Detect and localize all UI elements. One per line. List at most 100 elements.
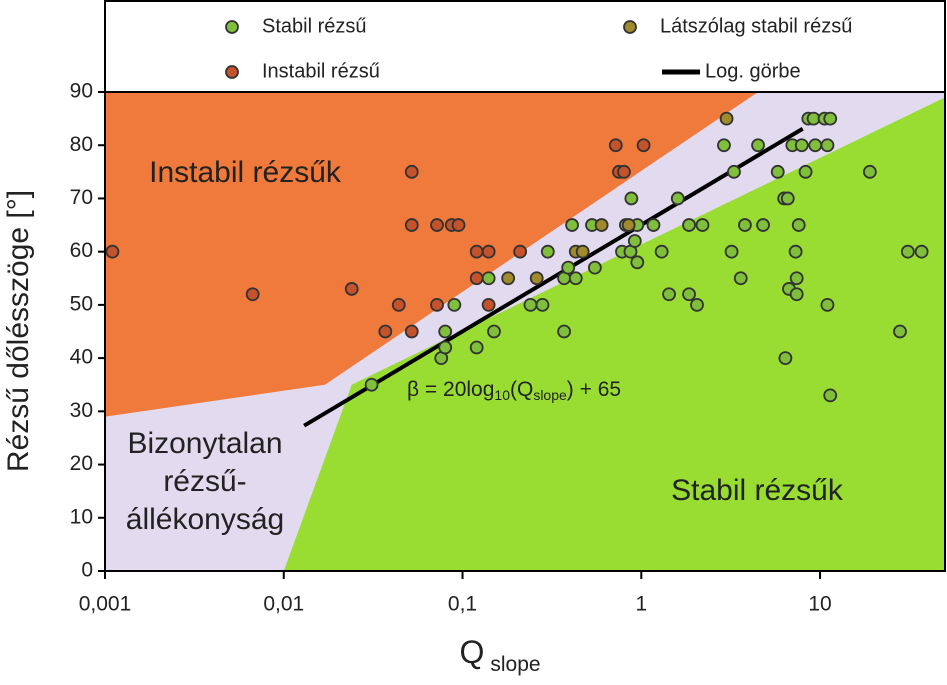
point xyxy=(438,340,453,355)
point xyxy=(557,324,571,339)
point xyxy=(621,218,636,232)
legend-marker xyxy=(225,20,239,34)
point xyxy=(893,324,907,339)
point xyxy=(630,255,645,270)
point xyxy=(695,218,710,232)
equation: β = 20log10(Qslope) + 65 xyxy=(407,378,621,403)
point xyxy=(469,271,484,286)
y-tick-label: 0 xyxy=(81,559,93,582)
point xyxy=(823,388,838,403)
point xyxy=(487,324,501,339)
region-label: Bizonytalan xyxy=(127,427,282,460)
point xyxy=(682,287,696,302)
y-tick-label: 10 xyxy=(70,505,93,528)
point xyxy=(523,297,538,312)
equation-part: ) + 65 xyxy=(567,378,621,401)
region-label: Stabil rézsűk xyxy=(671,474,844,507)
point xyxy=(575,244,590,259)
point xyxy=(751,138,765,153)
point xyxy=(654,244,669,259)
point xyxy=(513,244,528,259)
point xyxy=(391,297,406,312)
point xyxy=(469,244,484,259)
point xyxy=(662,287,676,302)
y-tick-label: 20 xyxy=(70,452,93,475)
point xyxy=(717,138,731,153)
point xyxy=(670,191,685,206)
point xyxy=(820,138,835,153)
point xyxy=(914,244,929,259)
point xyxy=(561,260,576,275)
point xyxy=(344,282,359,296)
point xyxy=(624,191,639,206)
legend-marker xyxy=(225,65,239,79)
point xyxy=(535,297,550,312)
point xyxy=(501,271,516,286)
point xyxy=(245,287,260,302)
region-label: állékonyság xyxy=(126,503,284,536)
x-tick-label: 1 xyxy=(635,593,647,616)
point xyxy=(451,218,466,232)
point xyxy=(780,191,795,206)
point xyxy=(690,297,704,312)
point xyxy=(794,138,809,153)
x-label-sub: slope xyxy=(490,653,540,676)
y-tick-label: 30 xyxy=(70,399,93,422)
point xyxy=(404,324,419,339)
point xyxy=(481,244,496,259)
point xyxy=(900,244,915,259)
point xyxy=(430,297,444,312)
point xyxy=(823,111,838,126)
point xyxy=(778,351,793,366)
legend-box xyxy=(104,0,946,93)
point xyxy=(738,218,752,232)
legend-label: Instabil rézsű xyxy=(262,60,380,82)
point xyxy=(724,244,739,259)
point xyxy=(364,377,379,392)
point xyxy=(587,260,602,275)
equation-part: 10 xyxy=(494,387,510,403)
point xyxy=(469,340,484,355)
point xyxy=(105,244,120,259)
y-tick-label: 90 xyxy=(70,80,93,103)
x-tick-label: 0,1 xyxy=(448,593,477,616)
x-label-main: Q xyxy=(459,634,484,670)
point xyxy=(617,164,631,179)
region xyxy=(105,92,759,417)
point xyxy=(791,218,806,232)
y-tick-label: 80 xyxy=(70,133,93,156)
point xyxy=(646,218,661,232)
point xyxy=(808,138,823,153)
legend-label: Látszólag stabil rézsű xyxy=(660,15,852,37)
point xyxy=(568,271,583,286)
point xyxy=(430,218,444,232)
point xyxy=(727,164,741,179)
point xyxy=(481,271,496,286)
point xyxy=(529,271,544,286)
fit-line xyxy=(303,127,804,428)
point xyxy=(378,324,393,339)
point xyxy=(719,111,734,126)
point xyxy=(540,244,555,259)
point xyxy=(636,138,651,153)
x-tick-label: 10 xyxy=(808,593,831,616)
legend-label: Stabil rézsű xyxy=(262,15,367,37)
point xyxy=(608,138,623,153)
equation-part: β = 20log xyxy=(407,378,494,401)
legend-label: Log. görbe xyxy=(705,60,801,82)
y-tick-label: 50 xyxy=(70,292,93,315)
point xyxy=(789,287,804,302)
region-label: Instabil rézsűk xyxy=(149,156,342,189)
point xyxy=(756,218,770,232)
point xyxy=(798,164,813,179)
legend-marker xyxy=(623,20,637,34)
equation-part: (Q xyxy=(510,378,533,401)
region xyxy=(283,97,945,572)
point xyxy=(682,218,696,232)
point xyxy=(404,164,419,179)
x-tick-label: 0,001 xyxy=(79,593,132,616)
y-tick-label: 70 xyxy=(70,186,93,209)
equation-part: slope xyxy=(533,387,567,403)
